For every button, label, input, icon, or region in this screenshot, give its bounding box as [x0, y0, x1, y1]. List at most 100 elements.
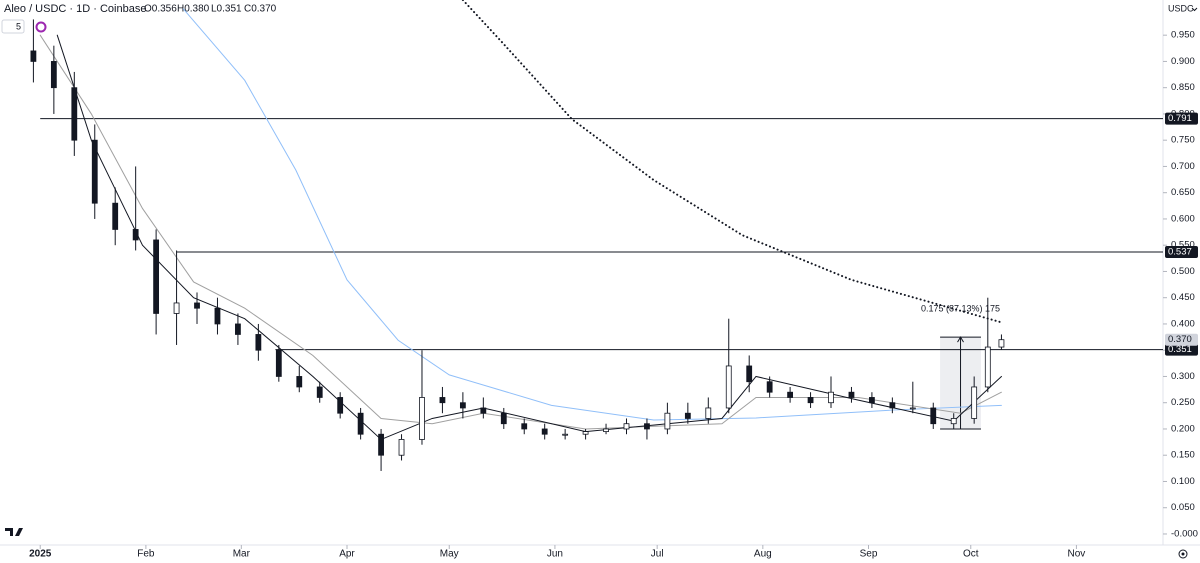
plot-area	[30, 0, 1163, 471]
moving-average	[56, 34, 1002, 441]
candle-body	[984, 346, 991, 388]
y-tick-label: 0.300	[1171, 371, 1195, 382]
settings-icon[interactable]	[1178, 549, 1188, 559]
candle-body	[419, 397, 425, 440]
candle-body	[255, 334, 262, 351]
candle-body	[459, 402, 466, 409]
price-label: 0.370	[1168, 334, 1192, 345]
candle-body	[787, 391, 794, 398]
candle-body	[889, 402, 896, 409]
candle-body	[562, 433, 569, 436]
candle-body	[909, 407, 916, 410]
ohlc-low: L0.351	[211, 4, 242, 15]
candle-body	[71, 87, 78, 141]
candle-body	[746, 365, 753, 383]
candle-body	[357, 412, 364, 435]
x-tick-label: Sep	[860, 549, 878, 560]
candle-body	[112, 202, 119, 230]
currency-dropdown[interactable]	[1191, 7, 1198, 12]
candle-body	[439, 397, 446, 404]
x-tick-label: Apr	[339, 549, 355, 560]
candle-body	[869, 397, 875, 404]
y-tick-label: 0.700	[1171, 161, 1195, 172]
ohlc-open: O0.356	[144, 4, 177, 15]
settings-icon-center	[1181, 552, 1185, 556]
indicator-count: 5	[16, 21, 21, 31]
candle-body	[684, 412, 691, 419]
x-tick-label: Jun	[547, 549, 563, 560]
price-label: 0.351	[1168, 344, 1192, 355]
candle-body	[30, 50, 37, 62]
moving-average	[182, 8, 1002, 421]
candle-body	[480, 407, 487, 414]
y-tick-label: 0.600	[1171, 213, 1195, 224]
x-tick-label: Feb	[137, 549, 155, 560]
candle-body	[296, 376, 303, 388]
ohlc-close: C0.370	[244, 4, 277, 15]
y-tick-label: 0.200	[1171, 423, 1195, 434]
candle-body	[398, 439, 405, 456]
y-tick-label: 0.100	[1171, 476, 1195, 487]
candle-body	[194, 302, 200, 309]
candle-body	[848, 391, 855, 398]
y-tick-label: 0.950	[1171, 30, 1195, 41]
y-tick-label: 0.850	[1171, 82, 1195, 93]
price-label-bg	[1165, 343, 1198, 356]
moving-average	[39, 34, 1002, 430]
candle-body	[173, 302, 180, 314]
indicator-toggle[interactable]	[1, 19, 25, 34]
y-tick-label: 0.750	[1171, 135, 1195, 146]
candle-body	[153, 239, 160, 314]
y-tick-label: 0.650	[1171, 187, 1195, 198]
candle-body	[132, 229, 139, 241]
candle-body	[644, 423, 650, 430]
candle-body	[378, 433, 384, 456]
candle-body	[235, 323, 241, 335]
candle-body	[664, 412, 671, 430]
candle-body	[91, 139, 98, 204]
y-tick-label: 0.500	[1171, 266, 1195, 277]
price-label: 0.537	[1168, 247, 1192, 258]
x-tick-label: Jul	[651, 549, 664, 560]
x-tick-label: Nov	[1068, 549, 1086, 560]
measure-label: 0.175 (87.13%) 175	[921, 303, 1000, 313]
y-tick-label: 0.050	[1171, 502, 1195, 513]
y-tick-label: 0.400	[1171, 318, 1195, 329]
y-tick-label: 0.900	[1171, 56, 1195, 67]
candle-body	[316, 386, 323, 398]
candle-body	[725, 365, 732, 409]
y-tick-label: 0.450	[1171, 292, 1195, 303]
price-label-bg	[1165, 246, 1198, 259]
candle-body	[50, 61, 57, 89]
candle-body	[541, 428, 548, 435]
ohlc-high: H0.380	[177, 4, 210, 15]
candle-body	[971, 386, 978, 419]
candle-body	[603, 428, 609, 432]
symbol-title[interactable]: Aleo / USDC · 1D · Coinbase	[4, 3, 146, 15]
price-label: 0.791	[1168, 113, 1192, 124]
x-tick-label: May	[440, 549, 459, 560]
candle-body	[337, 397, 344, 414]
currency-label[interactable]: USDC	[1168, 3, 1194, 13]
candle-body	[521, 423, 528, 430]
candle-body	[950, 418, 957, 425]
price-label-bg	[1165, 112, 1198, 125]
candle-body	[623, 423, 630, 430]
y-tick-label: 0.550	[1171, 240, 1195, 251]
candle-body	[582, 431, 589, 435]
measure-arrow-head	[957, 336, 964, 343]
candle-body	[275, 349, 282, 377]
x-tick-label: Oct	[963, 549, 979, 560]
candle-body	[705, 407, 712, 419]
x-tick-label: Mar	[233, 549, 251, 560]
indicator-icon[interactable]	[35, 21, 47, 33]
candle-body	[807, 397, 814, 404]
candle-body	[930, 407, 937, 425]
y-tick-label: 0.150	[1171, 450, 1195, 461]
candle-body	[998, 339, 1005, 348]
tradingview-logo[interactable]	[5, 528, 23, 536]
x-tick-label: 2025	[29, 549, 52, 560]
x-tick-label: Aug	[754, 549, 772, 560]
